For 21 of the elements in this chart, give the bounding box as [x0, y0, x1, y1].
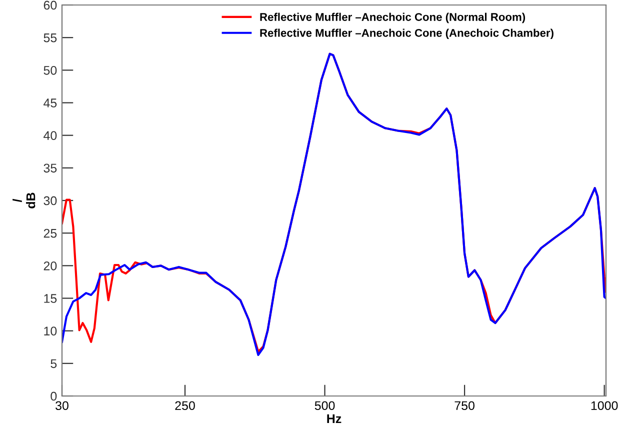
y-tick-label: 0	[50, 392, 57, 401]
y-tick-label: 35	[44, 164, 57, 173]
x-tick-label: 1000	[591, 401, 618, 410]
y-tick-label: 25	[44, 228, 57, 238]
y-tick-label: 20	[44, 261, 57, 270]
y-tick-label: 60	[44, 0, 57, 10]
legend-label: Reflective Muffler –Anechoic Cone (Anechoic Chamber)	[260, 28, 554, 40]
y-tick-label: 45	[44, 98, 57, 108]
x-tick-label: 750	[454, 401, 474, 410]
x-tick-label: 250	[175, 401, 195, 410]
y-tick-label: 55	[44, 34, 57, 42]
legend-label: Reflective Muffler –Anechoic Cone (Normal Room)	[260, 12, 526, 24]
y-tick-label: 40	[44, 131, 57, 140]
y-tick-label: 5	[50, 359, 57, 368]
y-tick-label: 10	[44, 326, 57, 336]
x-tick-label: 500	[314, 401, 335, 410]
y-tick-label: 50	[44, 66, 57, 75]
y-tick-label: 30	[44, 196, 57, 206]
y-tick-label: 15	[44, 294, 57, 303]
y-axis-title: / dB	[12, 192, 36, 208]
x-axis-title: Hz	[327, 414, 342, 423]
